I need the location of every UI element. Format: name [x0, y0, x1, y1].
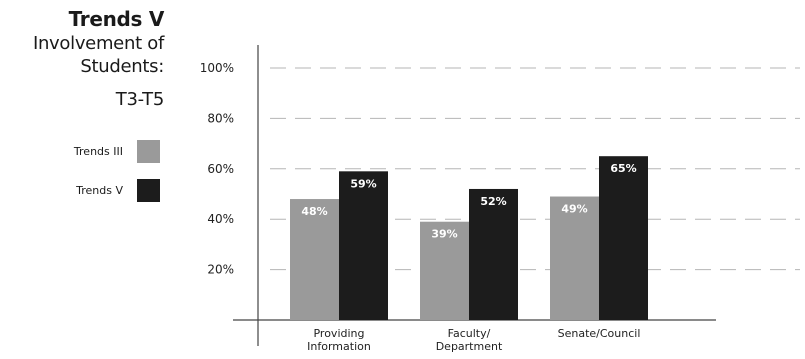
chart-legend: Trends III Trends V: [20, 140, 165, 218]
chart-subtitle: Involvement of Students:: [32, 33, 164, 77]
legend-item-trends-v: Trends V: [20, 179, 165, 203]
x-tick-label: Department: [436, 340, 503, 353]
y-tick-label: 40%: [207, 212, 234, 226]
chart-range: T3-T5: [115, 89, 165, 110]
bar: [339, 171, 388, 320]
x-tick-label: Information: [307, 340, 371, 353]
legend-swatch-trends-iii: [137, 140, 160, 163]
x-tick-label: Senate/Council: [558, 327, 641, 340]
legend-swatch-trends-v: [137, 179, 160, 202]
bar-value-label: 48%: [301, 205, 327, 218]
bar-value-label: 39%: [431, 228, 457, 241]
legend-label: Trends III: [73, 145, 123, 158]
bar-value-label: 59%: [350, 177, 376, 190]
bar: [550, 196, 599, 320]
y-tick-label: 100%: [200, 61, 234, 75]
bar: [469, 188, 518, 320]
y-tick-label: 60%: [207, 162, 234, 176]
chart-title: Trends V: [68, 7, 165, 31]
y-tick-label: 80%: [207, 111, 234, 125]
x-tick-label: Providing: [313, 327, 364, 340]
chart-title-block: Trends V Involvement of Students: T3-T5: [0, 6, 164, 112]
bar-value-label: 49%: [561, 203, 587, 216]
bar: [599, 156, 648, 320]
legend-item-trends-iii: Trends III: [20, 140, 165, 164]
bar: [420, 221, 469, 320]
bar-value-label: 65%: [610, 162, 636, 175]
legend-label: Trends V: [76, 184, 123, 197]
y-tick-label: 20%: [207, 263, 234, 277]
bar: [290, 199, 339, 320]
bar-value-label: 52%: [480, 195, 506, 208]
x-tick-label: Faculty/: [448, 327, 491, 340]
